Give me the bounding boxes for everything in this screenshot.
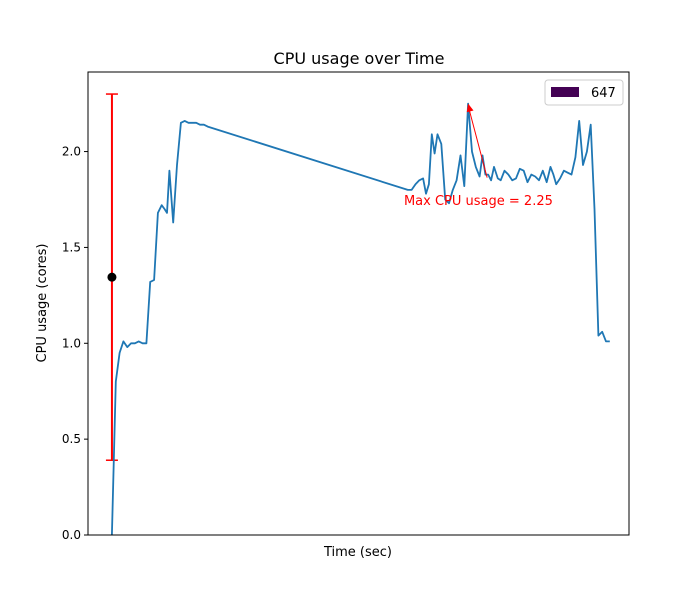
cpu-usage-line	[111, 102, 610, 536]
legend: 647	[544, 79, 624, 106]
y-axis-label: CPU usage (cores)	[35, 244, 50, 363]
chart-title: CPU usage over Time	[274, 49, 445, 68]
axes-frame	[87, 71, 630, 536]
annotation-text: Max CPU usage = 2.25	[404, 194, 553, 209]
y-ticks-group: 0.0 0.5 1.0 1.5 2.0	[62, 145, 88, 542]
y-tick-label: 1.0	[62, 336, 81, 350]
mean-marker	[107, 272, 117, 282]
annotation-arrow-shaft	[467, 105, 488, 178]
legend-box	[544, 79, 624, 106]
x-axis-label: Time (sec)	[323, 545, 392, 560]
y-tick-label: 1.5	[62, 240, 81, 254]
annotation-arrow-head	[466, 103, 474, 113]
legend-label: 647	[591, 86, 616, 101]
y-tick-label: 0.5	[62, 432, 81, 446]
plot-content: Max CPU usage = 2.25	[105, 93, 610, 536]
y-tick-label: 0.0	[62, 528, 81, 542]
legend-swatch	[551, 87, 579, 97]
y-tick-label: 2.0	[62, 145, 81, 159]
